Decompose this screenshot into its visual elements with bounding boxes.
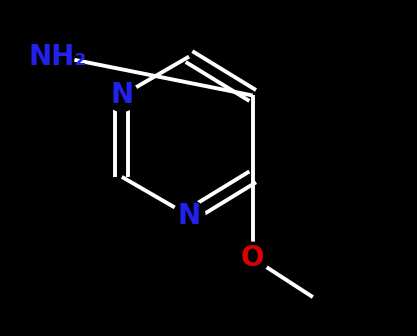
Circle shape bbox=[173, 200, 205, 232]
Circle shape bbox=[42, 41, 74, 73]
Circle shape bbox=[237, 242, 269, 274]
Circle shape bbox=[106, 80, 138, 112]
Text: N: N bbox=[110, 82, 133, 110]
Text: NH₂: NH₂ bbox=[29, 43, 88, 71]
Text: N: N bbox=[178, 202, 201, 230]
Text: O: O bbox=[241, 244, 264, 272]
